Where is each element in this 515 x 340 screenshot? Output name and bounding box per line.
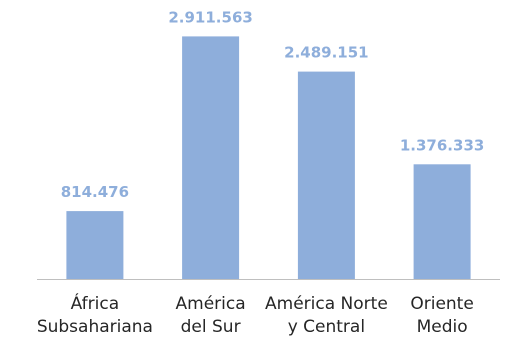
bar-1 xyxy=(182,36,240,280)
bar-0 xyxy=(66,211,124,279)
category-label-3-line-0: Oriente xyxy=(410,294,473,314)
value-labels-group: 814.476 2.911.563 2.489.151 1.376.333 xyxy=(61,8,485,201)
value-label-0: 814.476 xyxy=(61,183,129,201)
category-labels-group: África Subsahariana América del Sur América … xyxy=(37,292,474,337)
value-label-3: 1.376.333 xyxy=(400,136,484,154)
category-label-2-line-0: América Norte xyxy=(265,294,388,314)
category-label-1-line-0: América xyxy=(176,294,246,314)
category-label-3-line-1: Medio xyxy=(417,317,468,337)
category-label-2: América Norte y Central xyxy=(265,294,388,337)
bar-2 xyxy=(297,71,355,279)
bars-group xyxy=(66,36,471,280)
value-label-1: 2.911.563 xyxy=(168,8,252,26)
category-label-0: África Subsahariana xyxy=(37,292,153,337)
bar-3 xyxy=(413,164,471,279)
category-label-1: América del Sur xyxy=(176,294,246,337)
category-label-1-line-1: del Sur xyxy=(181,317,241,337)
category-label-3: Oriente Medio xyxy=(410,294,473,337)
value-label-2: 2.489.151 xyxy=(284,44,368,62)
category-label-0-line-0: África xyxy=(71,292,120,314)
category-label-0-line-1: Subsahariana xyxy=(37,317,153,337)
category-label-2-line-1: y Central xyxy=(288,317,365,337)
